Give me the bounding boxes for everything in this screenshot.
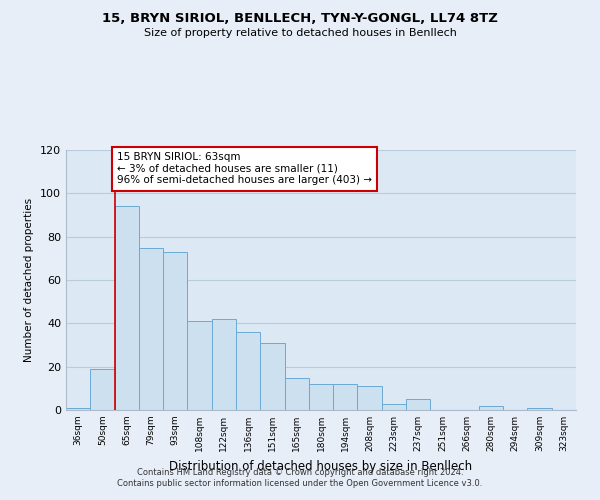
Bar <box>382 404 406 410</box>
Bar <box>260 343 284 410</box>
Bar <box>212 319 236 410</box>
Text: 15 BRYN SIRIOL: 63sqm
← 3% of detached houses are smaller (11)
96% of semi-detac: 15 BRYN SIRIOL: 63sqm ← 3% of detached h… <box>117 152 372 186</box>
Bar <box>115 206 139 410</box>
Bar <box>90 369 115 410</box>
Text: Size of property relative to detached houses in Benllech: Size of property relative to detached ho… <box>143 28 457 38</box>
Bar <box>187 321 212 410</box>
Bar <box>527 408 552 410</box>
Text: 15, BRYN SIRIOL, BENLLECH, TYN-Y-GONGL, LL74 8TZ: 15, BRYN SIRIOL, BENLLECH, TYN-Y-GONGL, … <box>102 12 498 26</box>
Bar <box>236 332 260 410</box>
Bar <box>406 399 430 410</box>
Bar <box>163 252 187 410</box>
Bar <box>139 248 163 410</box>
Bar <box>479 406 503 410</box>
Bar <box>66 408 90 410</box>
X-axis label: Distribution of detached houses by size in Benllech: Distribution of detached houses by size … <box>169 460 473 472</box>
Y-axis label: Number of detached properties: Number of detached properties <box>25 198 34 362</box>
Bar <box>333 384 358 410</box>
Bar <box>284 378 309 410</box>
Text: Contains HM Land Registry data © Crown copyright and database right 2024.
Contai: Contains HM Land Registry data © Crown c… <box>118 468 482 487</box>
Bar <box>358 386 382 410</box>
Bar <box>309 384 333 410</box>
